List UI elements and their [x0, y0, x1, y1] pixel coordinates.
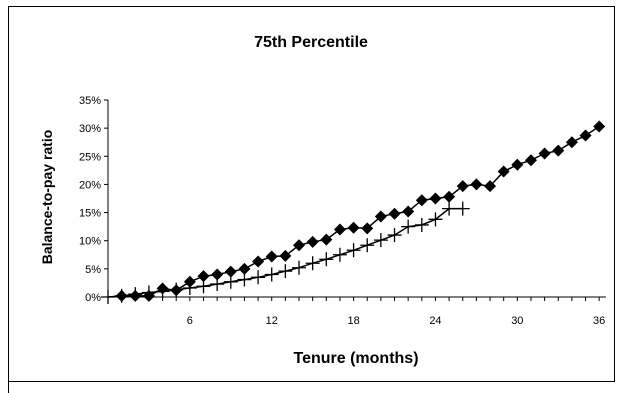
x-tick-label: 30 — [511, 315, 523, 327]
plus-marker — [428, 212, 443, 227]
plus-marker — [101, 290, 115, 304]
x-tick-label: 18 — [347, 315, 359, 327]
plus-marker — [332, 247, 347, 262]
plus-marker — [401, 219, 416, 234]
diamond-marker — [511, 158, 524, 171]
plus-marker — [360, 238, 375, 253]
plus-marker — [346, 243, 361, 258]
diamond-marker — [293, 239, 306, 252]
diamond-marker — [279, 249, 292, 262]
diamond-marker — [388, 207, 401, 220]
diamond-marker — [333, 223, 346, 236]
diamond-marker — [538, 147, 551, 160]
y-tick-label: 25% — [79, 151, 101, 163]
diamond-marker — [347, 221, 360, 234]
diamond-marker — [224, 265, 237, 278]
y-tick-label: 20% — [79, 179, 101, 191]
diamond-marker — [197, 270, 210, 283]
diamond-marker — [524, 154, 537, 167]
plus-marker — [155, 284, 170, 299]
plus-marker — [196, 279, 211, 294]
plus-marker — [223, 274, 238, 289]
plus-marker — [442, 201, 457, 216]
plus-marker — [237, 272, 252, 287]
diamond-marker — [497, 165, 510, 178]
diamond-marker — [470, 178, 483, 191]
plot-area: 0% 5% 10% 15% 20% 25% 30% 35% 6 12 18 24 30 36 — [79, 95, 606, 327]
diamond-marker — [306, 235, 319, 248]
series-line-1 — [121, 125, 600, 297]
y-tick-label: 10% — [79, 236, 101, 248]
diamond-marker — [565, 136, 578, 149]
diamond-marker — [265, 250, 278, 263]
plus-marker — [264, 267, 279, 282]
diamond-marker — [552, 144, 565, 157]
diamond-marker — [252, 255, 265, 268]
x-axis-title: Tenure (months) — [293, 350, 418, 367]
diamond-marker — [211, 268, 224, 281]
diamond-marker — [456, 180, 469, 193]
plus-marker — [251, 270, 266, 285]
y-tick-label: 30% — [79, 123, 101, 135]
frame-edge — [8, 382, 9, 393]
diamond-marker — [593, 120, 606, 133]
diamond-marker — [579, 129, 592, 142]
y-tick-label: 35% — [79, 95, 101, 107]
plus-marker — [292, 260, 307, 275]
diamond-marker — [238, 262, 251, 275]
plus-marker — [210, 277, 225, 292]
diamond-marker — [415, 194, 428, 207]
x-tick-label: 24 — [429, 315, 441, 327]
y-tick-label: 15% — [79, 208, 101, 220]
x-tick-label: 6 — [187, 315, 193, 327]
diamond-marker — [402, 205, 415, 218]
plus-marker — [319, 252, 334, 267]
plus-marker — [387, 228, 402, 243]
y-tick-label: 0% — [85, 292, 101, 304]
y-axis-title: Balance-to-pay ratio — [39, 130, 55, 265]
x-tick-label: 12 — [266, 315, 278, 327]
diamond-marker — [361, 222, 374, 235]
diamond-marker — [443, 190, 456, 203]
chart-frame — [8, 6, 615, 382]
plus-marker — [169, 282, 184, 297]
plus-marker — [414, 217, 429, 232]
chart-title: 75th Percentile — [254, 34, 368, 51]
plus-marker — [305, 256, 320, 271]
diamond-marker — [320, 233, 333, 246]
x-tick-label: 36 — [593, 315, 605, 327]
plus-marker — [182, 280, 197, 295]
plus-marker — [278, 264, 293, 279]
plus-marker — [128, 287, 143, 302]
plus-marker — [373, 233, 388, 248]
plus-marker — [141, 285, 156, 300]
diamond-marker — [484, 180, 497, 193]
plus-marker — [455, 201, 470, 216]
diamond-marker — [374, 210, 387, 223]
diamond-marker — [429, 192, 442, 205]
y-tick-label: 5% — [85, 264, 101, 276]
plus-marker — [114, 288, 129, 303]
